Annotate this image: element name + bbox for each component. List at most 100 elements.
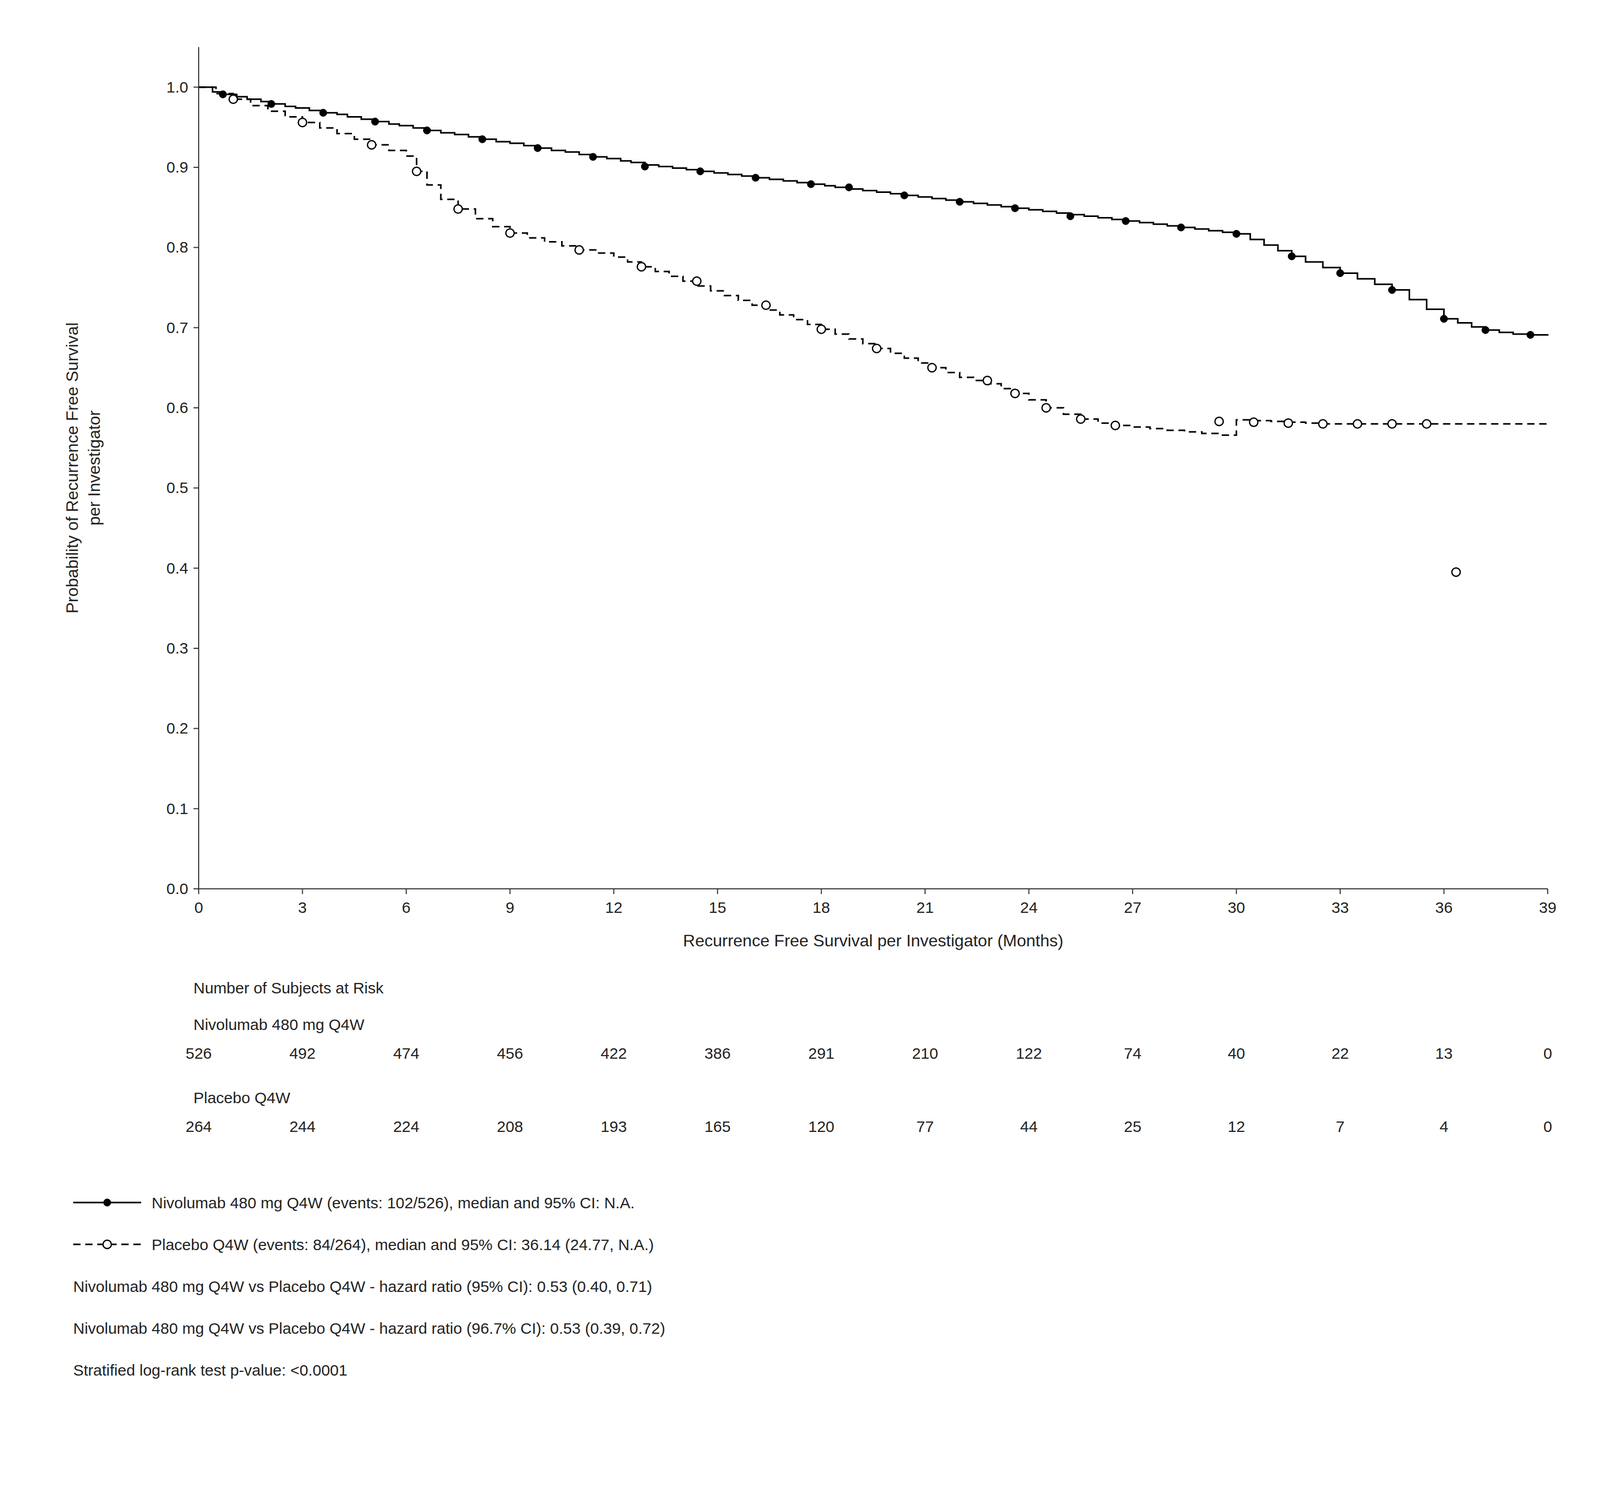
x-tick xyxy=(1547,888,1549,895)
censor-marker xyxy=(267,100,276,108)
y-tick-label: 0.8 xyxy=(166,238,189,256)
risk-table-title: Number of Subjects at Risk xyxy=(193,979,384,997)
annotation: Stratified log-rank test p-value: <0.000… xyxy=(73,1361,348,1379)
risk-count: 244 xyxy=(289,1117,316,1136)
censor-marker xyxy=(453,204,463,214)
y-tick-label: 0.6 xyxy=(166,398,189,417)
censor-marker xyxy=(319,109,327,117)
x-tick-label: 3 xyxy=(298,898,307,917)
censor-marker xyxy=(505,229,514,238)
x-tick-label: 6 xyxy=(402,898,411,917)
x-tick-label: 27 xyxy=(1123,898,1141,917)
x-tick-label: 18 xyxy=(812,898,830,917)
background xyxy=(0,0,1600,1488)
censor-marker xyxy=(1215,417,1224,426)
censor-marker xyxy=(761,301,771,310)
risk-count: 0 xyxy=(1543,1117,1553,1136)
risk-count: 120 xyxy=(808,1117,835,1136)
censor-marker xyxy=(1011,204,1019,212)
y-tick xyxy=(193,888,199,890)
y-axis-label-line: per Investigator xyxy=(84,409,104,526)
x-tick xyxy=(716,888,718,895)
x-tick xyxy=(1443,888,1445,895)
risk-count: 77 xyxy=(916,1117,934,1136)
censor-marker xyxy=(371,118,379,126)
risk-count: 474 xyxy=(393,1044,420,1062)
censor-marker xyxy=(533,144,542,152)
y-tick-label: 0.4 xyxy=(166,559,189,577)
x-tick xyxy=(1339,888,1341,895)
censor-marker xyxy=(229,95,238,104)
censor-marker xyxy=(1066,212,1074,221)
x-tick xyxy=(924,888,926,895)
x-tick-label: 15 xyxy=(709,898,727,917)
risk-count: 13 xyxy=(1435,1044,1453,1062)
y-tick-label: 0.5 xyxy=(166,478,189,497)
censor-marker xyxy=(1481,326,1490,334)
censor-marker xyxy=(1526,330,1535,339)
risk-count: 210 xyxy=(911,1044,939,1062)
risk-count: 526 xyxy=(185,1044,212,1062)
y-tick xyxy=(193,567,199,569)
censor-marker xyxy=(423,126,431,134)
censor-marker xyxy=(412,167,421,176)
x-tick xyxy=(509,888,511,895)
y-tick xyxy=(193,808,199,810)
x-tick xyxy=(1132,888,1134,895)
y-tick xyxy=(193,327,199,329)
x-tick-label: 12 xyxy=(604,898,623,917)
censor-marker xyxy=(298,118,307,127)
y-tick-label: 0.1 xyxy=(166,800,189,818)
risk-count: 422 xyxy=(600,1044,627,1062)
censor-marker xyxy=(955,198,964,206)
censor-marker xyxy=(696,167,704,176)
x-tick xyxy=(1028,888,1030,895)
censor-marker xyxy=(1422,419,1431,429)
y-tick-label: 0.0 xyxy=(166,880,189,898)
risk-count: 492 xyxy=(289,1044,316,1062)
risk-count: 456 xyxy=(496,1044,523,1062)
risk-count: 25 xyxy=(1123,1117,1141,1136)
annotation: Nivolumab 480 mg Q4W vs Placebo Q4W - ha… xyxy=(73,1319,666,1337)
risk-count: 224 xyxy=(393,1117,420,1136)
x-tick-label: 33 xyxy=(1331,898,1349,917)
y-tick-label: 0.3 xyxy=(166,639,189,657)
risk-count: 4 xyxy=(1439,1117,1449,1136)
censor-marker xyxy=(1284,418,1293,428)
censor-marker xyxy=(1287,252,1296,260)
censor-marker xyxy=(807,180,815,188)
censor-marker xyxy=(1440,315,1448,323)
risk-row-label: Placebo Q4W xyxy=(193,1089,291,1107)
censor-marker xyxy=(1318,419,1328,429)
y-tick xyxy=(193,86,199,88)
risk-count: 165 xyxy=(704,1117,731,1136)
legend-entry: Nivolumab 480 mg Q4W (events: 102/526), … xyxy=(151,1194,635,1212)
censor-marker xyxy=(575,245,584,255)
x-tick xyxy=(820,888,822,895)
y-tick xyxy=(193,647,199,649)
censor-marker xyxy=(1388,286,1396,294)
risk-count: 122 xyxy=(1015,1044,1043,1062)
y-tick xyxy=(193,487,199,489)
censor-marker xyxy=(1042,403,1051,413)
y-axis-line xyxy=(198,47,200,889)
censor-marker xyxy=(692,277,702,286)
x-axis-line xyxy=(198,888,1548,890)
x-tick xyxy=(301,888,303,895)
x-tick-label: 9 xyxy=(505,898,515,917)
censor-marker xyxy=(1177,223,1185,232)
survival-curve xyxy=(198,87,1548,436)
censor-marker xyxy=(1010,389,1020,398)
censor-marker xyxy=(1232,230,1241,238)
censor-marker xyxy=(927,363,936,372)
censor-marker xyxy=(900,191,909,200)
risk-count: 74 xyxy=(1123,1044,1141,1062)
annotation: Nivolumab 480 mg Q4W vs Placebo Q4W - ha… xyxy=(73,1277,653,1296)
censor-marker xyxy=(1353,419,1362,429)
risk-count: 40 xyxy=(1227,1044,1245,1062)
legend-marker xyxy=(103,1198,111,1207)
risk-count: 12 xyxy=(1227,1117,1245,1136)
censor-marker xyxy=(1249,418,1259,427)
x-tick-label: 24 xyxy=(1020,898,1038,917)
y-tick xyxy=(193,407,199,409)
